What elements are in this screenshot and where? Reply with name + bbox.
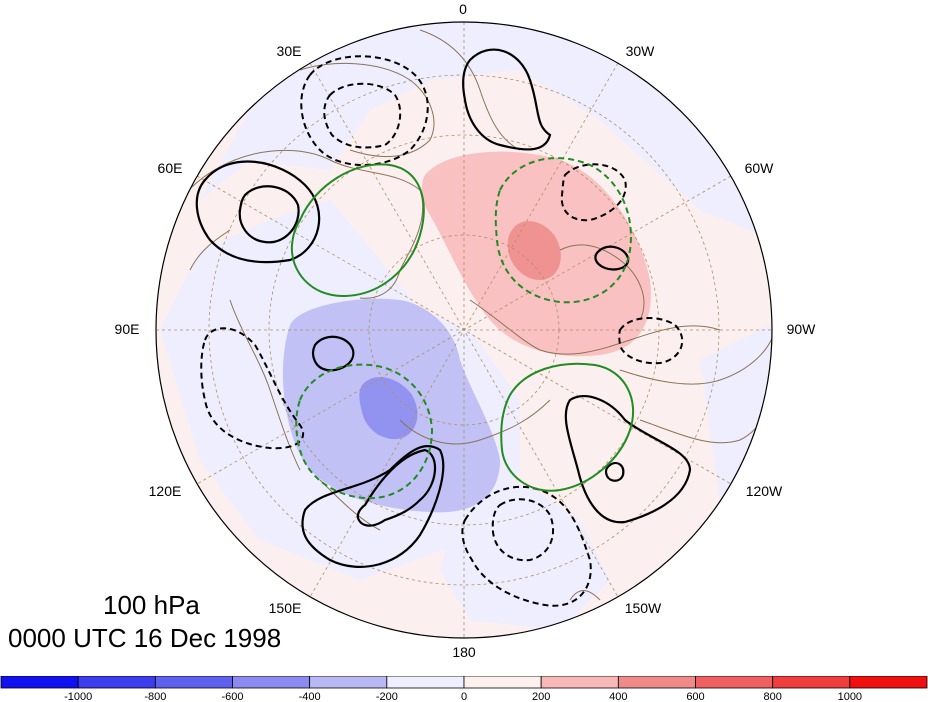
colorbar-tick-label: 0: [461, 691, 467, 702]
shade-pos-400: [507, 221, 561, 281]
lon-label-120w: 120W: [746, 483, 783, 499]
colorbar-tick-label: 1000: [838, 691, 862, 702]
lon-label-150w: 150W: [625, 600, 662, 616]
colorbar-tick-label: -200: [376, 691, 398, 702]
colorbar-swatch: [695, 676, 774, 689]
lon-label-60e: 60E: [158, 160, 183, 176]
colorbar-tick-label: 400: [609, 691, 627, 702]
colorbar-swatch: [849, 676, 928, 689]
lon-label-90e: 90E: [115, 321, 140, 337]
colorbar-tick-label: 800: [763, 691, 781, 702]
colorbar-swatch: [463, 676, 542, 689]
contour-solid: [195, 160, 321, 264]
dashed-contours: [200, 55, 684, 607]
shade-neg-south: [440, 480, 610, 630]
colorbar-tick-label: -1000: [64, 691, 92, 702]
colorbar-swatch: [540, 676, 619, 689]
map-border: [155, 21, 773, 639]
colorbar-tick-label: -800: [144, 691, 166, 702]
colorbar-swatch: [772, 676, 851, 689]
contour-dashed: [323, 82, 402, 149]
contour-solid: [594, 245, 630, 271]
colorbar-boxes: [0, 676, 928, 689]
contour-solid: [301, 445, 445, 568]
lon-label-60w: 60W: [745, 160, 775, 176]
colorbar-swatch: [386, 676, 465, 689]
timestamp-title: 0000 UTC 16 Dec 1998: [8, 623, 282, 653]
colorbar-swatch: [617, 676, 696, 689]
lon-label-30e: 30E: [277, 43, 302, 59]
colorbar-tick-label: -400: [299, 691, 321, 702]
colorbar-tick-label: 600: [686, 691, 704, 702]
colorbar-swatch: [154, 676, 233, 689]
contour-dashed: [491, 498, 555, 562]
lon-label-30w: 30W: [626, 43, 656, 59]
lon-label-90w: 90W: [787, 321, 817, 337]
colorbar-swatch: [309, 676, 388, 689]
colorbar-labels: -1000 -800 -600 -400 -200 0 200 400 600 800 1000: [64, 691, 862, 702]
contour-solid: [238, 185, 300, 244]
lon-label-150e: 150E: [269, 600, 302, 616]
colorbar-swatch: [77, 676, 156, 689]
contour-solid: [311, 335, 355, 372]
colorbar-tick-label: -600: [221, 691, 243, 702]
colorbar-tick-label: 200: [532, 691, 550, 702]
green-contour-solid: [290, 163, 425, 298]
contour-solid: [356, 448, 437, 527]
black-contours: [195, 48, 692, 568]
contour-solid: [462, 48, 552, 151]
contour-dashed: [618, 317, 684, 365]
contour-dashed: [300, 55, 429, 166]
contour-dashed: [200, 327, 305, 450]
contour-dashed: [461, 485, 592, 607]
green-contours: [290, 157, 635, 500]
colorbar: -1000 -800 -600 -400 -200 0 200 400 600 800 1000: [0, 676, 928, 702]
contour-solid: [564, 395, 692, 524]
green-contour-solid: [500, 362, 635, 492]
colorbar-swatch: [0, 676, 79, 689]
green-contour-dashed: [295, 363, 434, 500]
lon-label-120e: 120E: [149, 483, 182, 499]
colorbar-swatch: [232, 676, 311, 689]
lon-label-180: 180: [452, 644, 476, 660]
shade-neg-400: [359, 377, 418, 440]
contour-solid: [604, 461, 625, 482]
pressure-level-title: 100 hPa: [103, 590, 200, 620]
lon-label-0: 0: [459, 1, 467, 17]
green-contour-dashed: [494, 157, 632, 304]
